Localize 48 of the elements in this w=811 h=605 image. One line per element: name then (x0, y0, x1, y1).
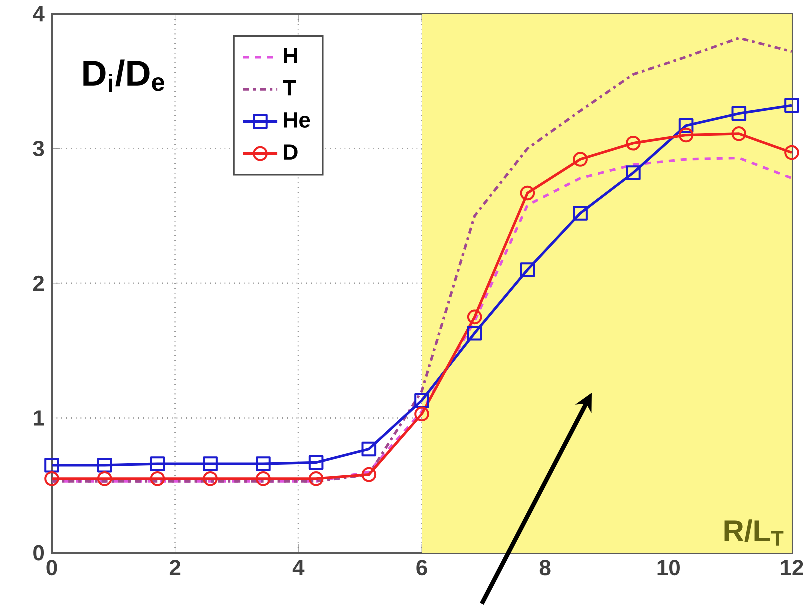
legend-label: H (284, 48, 298, 64)
point (678, 118, 694, 134)
point (150, 471, 166, 486)
point (44, 471, 60, 486)
legend-label: D (284, 144, 298, 160)
point (784, 145, 800, 160)
point (97, 471, 112, 486)
point (308, 455, 324, 470)
point (732, 106, 747, 122)
point (362, 442, 377, 457)
band-label: R/L$_{T}$ (724, 520, 784, 546)
point (626, 136, 641, 151)
legend-label: He (284, 112, 310, 128)
point (732, 126, 747, 142)
x-tick-label: 10 (658, 560, 680, 576)
point (414, 406, 430, 422)
point (256, 456, 271, 472)
point (573, 152, 588, 167)
point (150, 456, 166, 472)
x-tick-label: 12 (781, 560, 804, 576)
point (97, 458, 112, 473)
x-tick-label: 6 (416, 560, 428, 576)
y-tick-label: 0 (34, 545, 44, 561)
point (626, 166, 641, 180)
x-tick-label: 4 (292, 560, 305, 576)
y-axis-title: D$_{i}$/D$_{e}$ (84, 60, 164, 92)
point (573, 206, 588, 221)
point (678, 128, 694, 143)
y-tick-label: 2 (33, 276, 44, 292)
point (203, 456, 218, 472)
y-tick-label: 4 (33, 6, 45, 22)
point (784, 98, 800, 114)
point (308, 471, 324, 486)
y-tick-label: 3 (33, 140, 44, 157)
point (467, 310, 482, 325)
legend-label: T (283, 80, 296, 96)
point (362, 467, 377, 482)
x-tick-label: 0 (46, 560, 58, 576)
point (256, 471, 271, 486)
point (203, 471, 218, 486)
x-tick-label: 2 (170, 560, 181, 576)
point (44, 458, 60, 473)
point (414, 393, 430, 408)
x-tick-label: 8 (540, 560, 551, 576)
point (467, 326, 482, 341)
point (520, 262, 536, 278)
y-tick-label: 1 (34, 410, 44, 426)
point (520, 186, 536, 201)
